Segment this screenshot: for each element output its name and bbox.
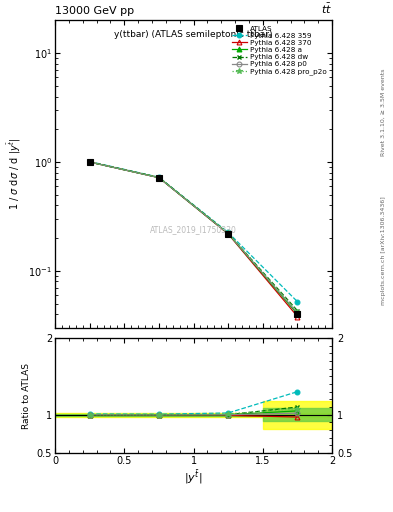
Bar bbox=[263, 408, 332, 421]
Line: Pythia 6.428 pro_p2o: Pythia 6.428 pro_p2o bbox=[87, 159, 300, 314]
Line: Pythia 6.428 p0: Pythia 6.428 p0 bbox=[87, 160, 300, 315]
Text: $t\bar{t}$: $t\bar{t}$ bbox=[321, 2, 332, 16]
Pythia 6.428 359 bbox=[156, 174, 161, 180]
X-axis label: $|y^{\bar{t}}|$: $|y^{\bar{t}}|$ bbox=[184, 468, 203, 486]
ATLAS bbox=[226, 230, 231, 237]
Pythia 6.428 a bbox=[295, 311, 300, 317]
Line: Pythia 6.428 359: Pythia 6.428 359 bbox=[87, 159, 300, 304]
Pythia 6.428 dw bbox=[226, 230, 231, 237]
Line: Pythia 6.428 370: Pythia 6.428 370 bbox=[87, 160, 300, 319]
Y-axis label: 1 / $\sigma$ d$\sigma$ / d $|y^{\bar{t}}|$: 1 / $\sigma$ d$\sigma$ / d $|y^{\bar{t}}… bbox=[6, 138, 23, 210]
Pythia 6.428 359 bbox=[226, 229, 231, 236]
ATLAS bbox=[156, 175, 161, 181]
Pythia 6.428 a bbox=[156, 175, 161, 181]
Pythia 6.428 370 bbox=[295, 313, 300, 319]
Pythia 6.428 p0 bbox=[226, 230, 231, 237]
Text: Rivet 3.1.10, ≥ 3.5M events: Rivet 3.1.10, ≥ 3.5M events bbox=[381, 69, 386, 156]
Legend: ATLAS, Pythia 6.428 359, Pythia 6.428 370, Pythia 6.428 a, Pythia 6.428 dw, Pyth: ATLAS, Pythia 6.428 359, Pythia 6.428 37… bbox=[230, 24, 329, 77]
Bar bbox=[263, 401, 332, 429]
Pythia 6.428 p0 bbox=[295, 310, 300, 316]
Text: 13000 GeV pp: 13000 GeV pp bbox=[55, 6, 134, 16]
Line: Pythia 6.428 a: Pythia 6.428 a bbox=[87, 160, 300, 316]
Line: Pythia 6.428 dw: Pythia 6.428 dw bbox=[87, 160, 300, 313]
Pythia 6.428 pro_p2o bbox=[156, 175, 161, 181]
Pythia 6.428 370 bbox=[87, 159, 92, 165]
Pythia 6.428 pro_p2o bbox=[295, 309, 300, 315]
Pythia 6.428 p0 bbox=[156, 175, 161, 181]
Pythia 6.428 359 bbox=[87, 159, 92, 165]
Pythia 6.428 dw bbox=[295, 308, 300, 314]
ATLAS bbox=[295, 311, 300, 317]
ATLAS bbox=[87, 159, 92, 165]
Line: ATLAS: ATLAS bbox=[87, 159, 300, 317]
Pythia 6.428 a bbox=[87, 159, 92, 165]
Text: ATLAS_2019_I1750330: ATLAS_2019_I1750330 bbox=[150, 225, 237, 234]
Pythia 6.428 dw bbox=[156, 175, 161, 181]
Pythia 6.428 pro_p2o bbox=[226, 230, 231, 236]
Pythia 6.428 359 bbox=[295, 298, 300, 305]
Pythia 6.428 pro_p2o bbox=[87, 159, 92, 165]
Text: y(ttbar) (ATLAS semileptonic ttbar): y(ttbar) (ATLAS semileptonic ttbar) bbox=[114, 30, 273, 39]
Pythia 6.428 a bbox=[226, 230, 231, 237]
Pythia 6.428 370 bbox=[156, 175, 161, 181]
Bar bbox=[55, 413, 332, 417]
Bar bbox=[55, 414, 332, 416]
Pythia 6.428 370 bbox=[226, 231, 231, 237]
Pythia 6.428 p0 bbox=[87, 159, 92, 165]
Pythia 6.428 dw bbox=[87, 159, 92, 165]
Text: mcplots.cern.ch [arXiv:1306.3436]: mcplots.cern.ch [arXiv:1306.3436] bbox=[381, 197, 386, 305]
Y-axis label: Ratio to ATLAS: Ratio to ATLAS bbox=[22, 362, 31, 429]
